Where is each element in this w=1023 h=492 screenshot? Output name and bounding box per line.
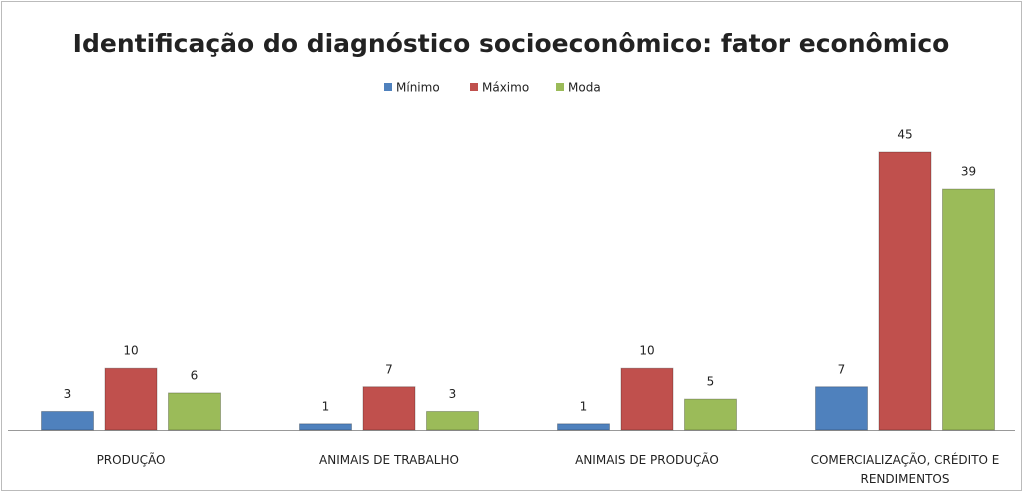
data-label: 1 xyxy=(580,399,588,413)
bar xyxy=(815,386,868,431)
x-tick-label: ANIMAIS DE TRABALHO xyxy=(319,453,459,467)
bar xyxy=(299,423,352,431)
chart-title: Identificação do diagnóstico socioeconôm… xyxy=(73,29,950,58)
legend-label: Moda xyxy=(568,81,601,95)
legend-swatch xyxy=(470,83,478,91)
legend-swatch xyxy=(556,83,564,91)
x-tick-label: ANIMAIS DE PRODUÇÃO xyxy=(575,453,719,467)
data-label: 45 xyxy=(897,128,912,142)
bar xyxy=(426,410,479,431)
bar xyxy=(620,367,674,431)
x-tick-label: PRODUÇÃO xyxy=(96,453,166,467)
bar xyxy=(168,392,221,431)
data-label: 7 xyxy=(838,362,846,376)
x-tick-label: COMERCIALIZAÇÃO, CRÉDITO E RENDIMENTOS xyxy=(810,453,1000,486)
legend-swatch xyxy=(384,83,392,91)
data-label: 10 xyxy=(123,344,138,358)
data-label: 5 xyxy=(707,375,715,389)
data-label: 7 xyxy=(385,362,393,376)
data-label: 10 xyxy=(639,344,654,358)
legend-label: Mínimo xyxy=(396,81,440,95)
bar xyxy=(878,151,932,431)
data-label: 39 xyxy=(961,165,976,179)
legend-label: Máximo xyxy=(482,81,529,95)
data-label: 1 xyxy=(322,399,330,413)
data-label: 3 xyxy=(449,387,457,401)
bar xyxy=(557,423,610,431)
data-label: 3 xyxy=(64,387,72,401)
bar xyxy=(684,398,737,431)
data-label: 6 xyxy=(191,368,199,382)
bar xyxy=(41,410,94,431)
bar xyxy=(362,386,416,431)
bar xyxy=(942,188,995,431)
bar xyxy=(104,367,158,431)
